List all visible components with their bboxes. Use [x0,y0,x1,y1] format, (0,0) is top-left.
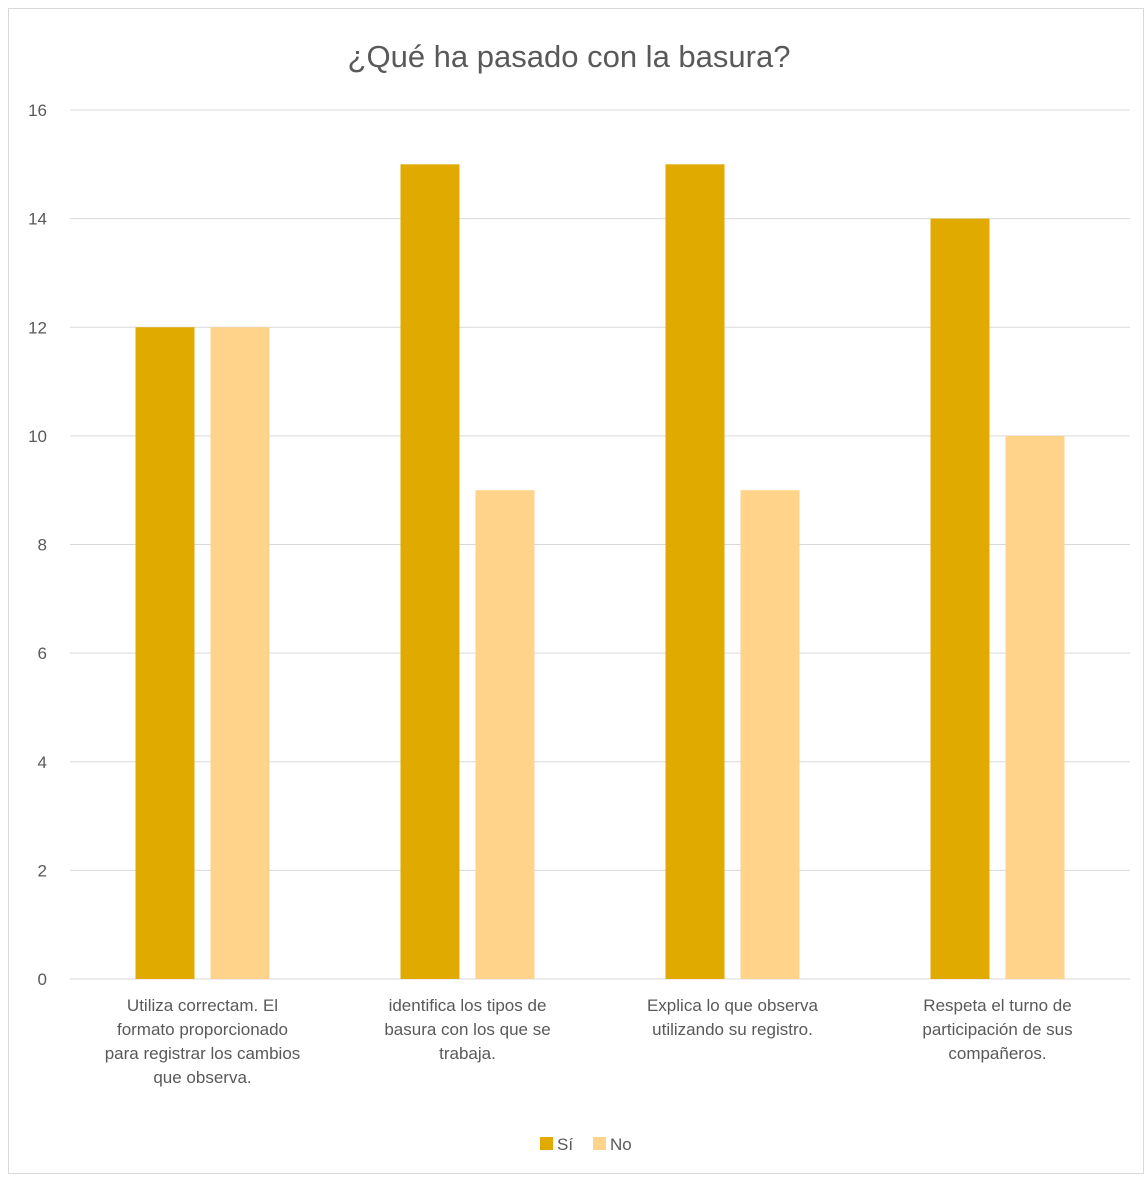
bar-si-3 [665,164,725,979]
y-axis-ticks: 0 2 4 6 8 10 12 14 16 [28,101,47,989]
bar-si-4 [930,218,990,979]
category-label-line: que observa. [153,1068,251,1087]
category-label-line: Utiliza correctam. El [127,996,278,1015]
y-tick-label: 8 [38,536,47,555]
chart-title: ¿Qué ha pasado con la basura? [348,39,791,74]
category-label-line: participación de sus [922,1020,1072,1039]
legend-label-no: No [610,1135,632,1154]
category-label-line: trabaja. [439,1044,496,1063]
bars [135,164,1065,979]
y-tick-label: 14 [28,210,47,229]
bar-no-4 [1005,435,1065,979]
category-label: Utiliza correctam. El formato proporciona… [105,996,301,1087]
y-tick-label: 4 [38,753,47,772]
bar-si-2 [400,164,460,979]
category-label-line: compañeros. [948,1044,1046,1063]
category-label-line: Explica lo que observa [647,996,819,1015]
category-label: Explica lo que observa utilizando su regi… [647,996,819,1039]
bar-si-1 [135,327,195,979]
category-label-line: para registrar los cambios [105,1044,301,1063]
category-label-line: Respeta el turno de [923,996,1071,1015]
y-tick-label: 0 [38,970,47,989]
legend-swatch-no [593,1137,606,1150]
x-axis-categories: Utiliza correctam. El formato proporciona… [105,996,1073,1087]
category-label-line: identifica los tipos de [389,996,547,1015]
bar-no-3 [740,490,800,979]
y-tick-label: 10 [28,427,47,446]
category-label-line: formato proporcionado [117,1020,288,1039]
legend: Sí No [540,1135,632,1154]
y-tick-label: 2 [38,861,47,880]
y-tick-label: 6 [38,644,47,663]
category-label-line: utilizando su registro. [652,1020,813,1039]
y-tick-label: 16 [28,101,47,120]
legend-swatch-si [540,1137,553,1150]
legend-label-si: Sí [557,1135,573,1154]
category-label: Respeta el turno de participación de sus c… [922,996,1072,1063]
category-label: identifica los tipos de basura con los qu… [384,996,550,1063]
category-label-line: basura con los que se [384,1020,550,1039]
bar-no-2 [475,490,535,979]
bar-no-1 [210,327,270,979]
y-tick-label: 12 [28,318,47,337]
